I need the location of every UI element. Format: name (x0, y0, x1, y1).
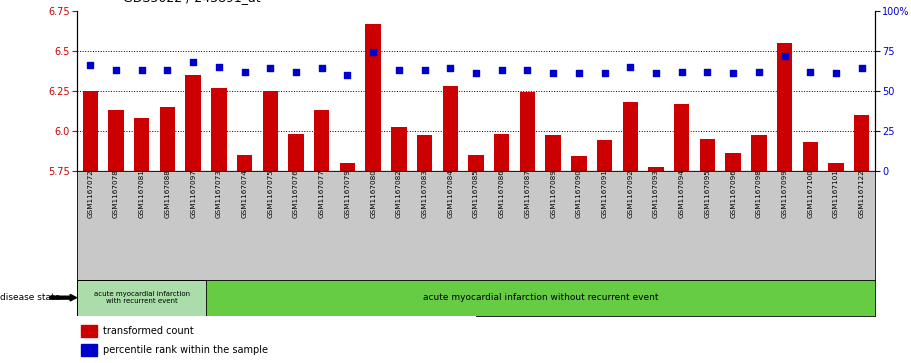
Text: percentile rank within the sample: percentile rank within the sample (103, 345, 269, 355)
Bar (134, 118, 149, 171)
Point (520, 67, 535, 73)
Point (237, 69, 251, 74)
Bar (443, 86, 458, 171)
Point (366, 49, 381, 55)
Text: transformed count: transformed count (103, 326, 194, 337)
Bar (186, 75, 200, 171)
Bar (81, 344, 97, 356)
Bar (159, 107, 175, 171)
Point (314, 65, 329, 71)
Bar (571, 156, 587, 171)
Point (598, 70, 612, 76)
Bar (211, 87, 227, 171)
Bar (597, 140, 612, 171)
Point (752, 69, 766, 74)
Bar (649, 167, 664, 171)
Point (674, 69, 689, 74)
Text: acute myocardial infarction
with recurrent event: acute myocardial infarction with recurre… (94, 291, 189, 304)
Bar (828, 163, 844, 171)
Point (701, 69, 715, 74)
Text: disease state: disease state (0, 293, 60, 302)
Point (83, 62, 97, 68)
Point (211, 64, 226, 70)
Bar (417, 135, 433, 171)
Point (649, 70, 663, 76)
Bar (622, 102, 638, 171)
Point (855, 65, 869, 71)
Bar (854, 115, 869, 171)
Bar (77, 280, 206, 316)
Text: GDS5022 / 243891_at: GDS5022 / 243891_at (123, 0, 261, 4)
Bar (83, 91, 98, 171)
Bar (288, 134, 303, 171)
Point (546, 70, 560, 76)
Point (803, 69, 817, 74)
Point (417, 67, 432, 73)
Bar (108, 110, 124, 171)
Bar (340, 163, 355, 171)
Point (829, 70, 844, 76)
Point (726, 70, 741, 76)
Point (186, 59, 200, 65)
Point (571, 70, 586, 76)
Bar (752, 135, 766, 171)
Point (777, 53, 792, 58)
Bar (700, 139, 715, 171)
Bar (674, 103, 690, 171)
Point (289, 69, 303, 74)
Bar (391, 127, 406, 171)
Bar (314, 110, 330, 171)
Bar (777, 43, 793, 171)
Point (495, 67, 509, 73)
Point (135, 67, 149, 73)
Bar (365, 24, 381, 171)
Point (340, 72, 354, 78)
Bar (468, 155, 484, 171)
Point (108, 67, 123, 73)
Bar (237, 155, 252, 171)
Text: acute myocardial infarction without recurrent event: acute myocardial infarction without recu… (423, 293, 658, 302)
Point (160, 67, 175, 73)
Bar (262, 91, 278, 171)
Point (392, 67, 406, 73)
Point (469, 70, 484, 76)
Bar (546, 135, 561, 171)
Point (263, 65, 278, 71)
Point (443, 65, 457, 71)
Bar (725, 153, 741, 171)
Bar (803, 142, 818, 171)
Point (623, 64, 638, 70)
Bar (494, 134, 509, 171)
Bar (81, 325, 97, 337)
Bar (519, 92, 535, 171)
